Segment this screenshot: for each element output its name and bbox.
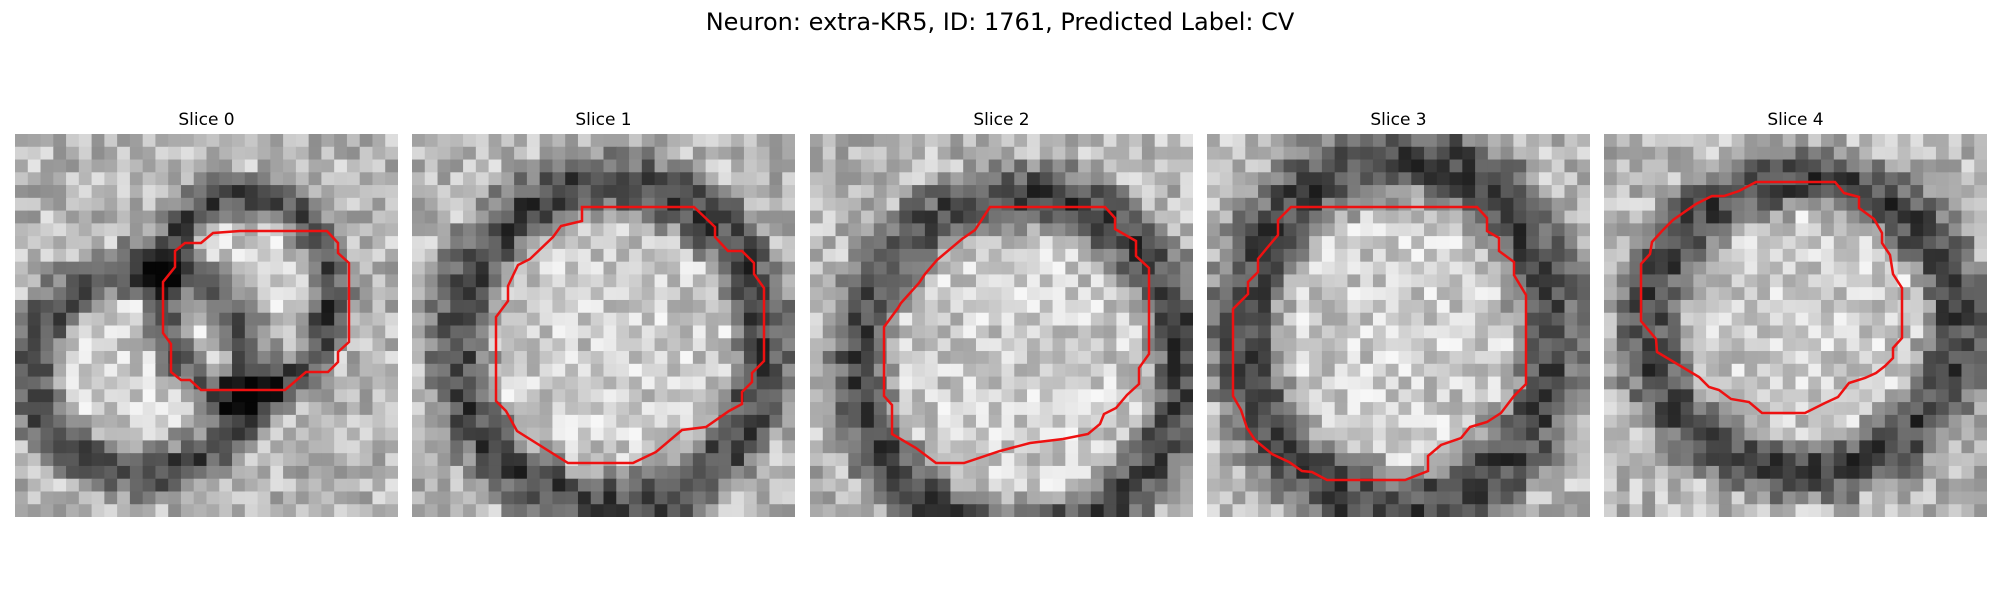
grayscale-pixel-grid-0 [15,134,398,517]
slice-image-3 [1207,134,1590,517]
slice-panel-0: Slice 0 [15,108,398,517]
slice-panel-1: Slice 1 [412,108,795,517]
slice-panel-2: Slice 2 [810,108,1193,517]
contour-outline-3 [1231,205,1528,482]
slice-panel-4: Slice 4 [1604,108,1987,517]
grayscale-pixel-grid-4 [1604,134,1987,517]
grayscale-pixel-grid-2 [810,134,1193,517]
slice-title-4: Slice 4 [1767,110,1824,130]
slice-title-1: Slice 1 [575,110,632,130]
contour-outline-1 [494,205,766,465]
contour-outline-4 [1639,180,1904,415]
grayscale-pixel-grid-3 [1207,134,1590,517]
contour-outline-2 [882,205,1151,465]
grayscale-pixel-grid-1 [412,134,795,517]
figure-title: Neuron: extra-KR5, ID: 1761, Predicted L… [705,8,1295,36]
slice-image-0 [15,134,398,517]
slice-title-0: Slice 0 [178,110,235,130]
slice-image-4 [1604,134,1987,517]
slice-title-2: Slice 2 [973,110,1030,130]
slice-panel-3: Slice 3 [1207,108,1590,517]
slice-image-2 [810,134,1193,517]
slice-title-3: Slice 3 [1370,110,1427,130]
contour-outline-0 [161,229,351,392]
slice-image-1 [412,134,795,517]
